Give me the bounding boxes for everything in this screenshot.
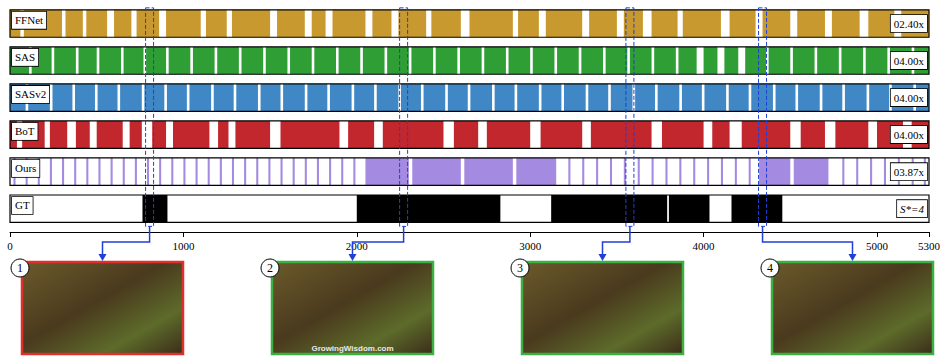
svg-text:0: 0 (7, 240, 13, 252)
svg-text:1: 1 (17, 261, 23, 275)
svg-text:4000: 4000 (693, 240, 716, 252)
svg-text:BoT: BoT (15, 125, 35, 137)
svg-text:FFNet: FFNet (15, 14, 43, 26)
svg-text:3: 3 (517, 261, 523, 275)
svg-text:S*=4: S*=4 (900, 203, 924, 215)
svg-text:1000: 1000 (172, 240, 195, 252)
svg-text:04.00x: 04.00x (894, 55, 925, 67)
svg-text:3000: 3000 (519, 240, 542, 252)
svg-text:03.87x: 03.87x (894, 166, 925, 178)
svg-text:5000: 5000 (866, 240, 889, 252)
svg-text:SASv2: SASv2 (15, 88, 46, 100)
svg-text:5300: 5300 (918, 240, 941, 252)
svg-text:Ours: Ours (15, 162, 36, 174)
svg-text:GrowingWisdom.com: GrowingWisdom.com (311, 344, 393, 353)
svg-text:2000: 2000 (345, 239, 368, 252)
svg-text:2: 2 (267, 261, 273, 275)
svg-text:GT: GT (15, 199, 30, 211)
svg-text:04.00x: 04.00x (894, 92, 925, 104)
svg-text:02.40x: 02.40x (894, 18, 925, 30)
svg-text:04.00x: 04.00x (894, 129, 925, 141)
svg-text:4: 4 (767, 261, 773, 275)
svg-text:SAS: SAS (15, 51, 35, 63)
